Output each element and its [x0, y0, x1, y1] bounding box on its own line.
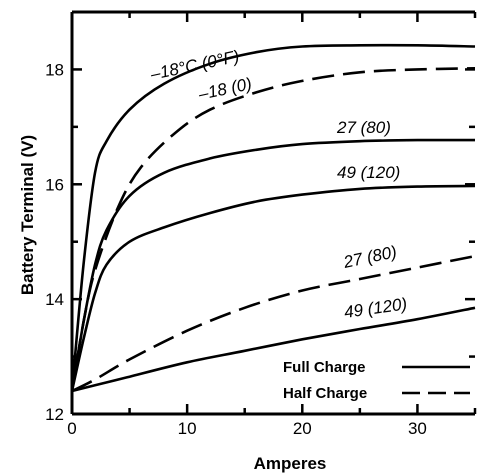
x-axis-title: Amperes — [254, 454, 327, 473]
y-tick-label: 14 — [45, 290, 64, 309]
tick-labels: 0 10 20 30 12 14 16 18 — [45, 60, 427, 438]
x-tick-label: 10 — [178, 419, 197, 438]
axis-ticks — [70, 10, 477, 416]
curve-label-5: 49 (120) — [343, 294, 408, 322]
y-axis-title: Battery Terminal (V) — [18, 135, 37, 295]
y-tick-label: 12 — [45, 405, 64, 424]
series-line-0 — [70, 43, 476, 392]
legend: Full Charge Half Charge — [283, 359, 470, 402]
x-tick-label: 20 — [293, 419, 312, 438]
curve-labels: –18°C (0°F)–18 (0)27 (80)49 (120)27 (80)… — [148, 47, 408, 322]
curve-label-3: 49 (120) — [337, 163, 400, 182]
curve-label-1: –18 (0) — [196, 74, 254, 104]
x-tick-label: 30 — [408, 419, 427, 438]
x-tick-label: 0 — [67, 419, 76, 438]
legend-label-1: Half Charge — [283, 385, 367, 402]
series-line-1 — [70, 67, 476, 392]
curve-label-2: 27 (80) — [336, 118, 391, 137]
y-tick-label: 18 — [45, 60, 64, 79]
legend-label-0: Full Charge — [283, 359, 366, 376]
plot-frame — [70, 10, 475, 416]
series-line-4 — [71, 254, 476, 393]
curve-label-4: 27 (80) — [341, 242, 399, 272]
series-line-2 — [70, 138, 476, 392]
series-line-5 — [71, 306, 476, 393]
y-tick-label: 16 — [45, 175, 64, 194]
voltage-curves — [70, 43, 476, 393]
series-line-3 — [70, 184, 476, 392]
